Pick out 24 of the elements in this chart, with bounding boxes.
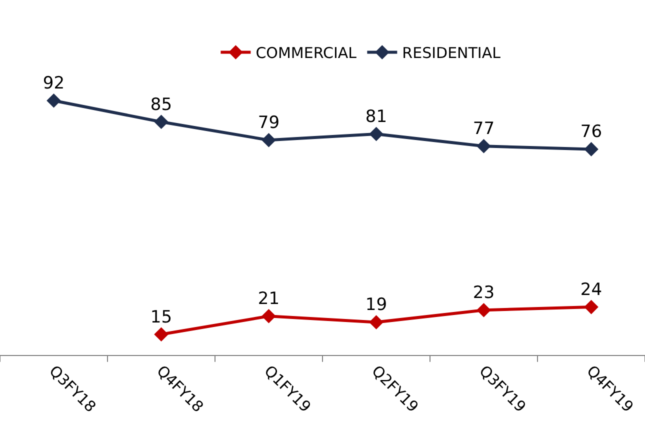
point: [262, 309, 276, 324]
point: [369, 126, 384, 142]
point: [154, 327, 168, 342]
data-label: 77: [472, 119, 495, 140]
data-label: 23: [472, 282, 495, 303]
point: [46, 93, 61, 108]
data-label: 19: [365, 295, 388, 316]
point: [476, 302, 491, 318]
point: [584, 142, 598, 156]
data-label: 76: [580, 122, 602, 142]
legend-label: COMMERCIAL: [256, 44, 358, 62]
point: [584, 300, 598, 314]
data-label: 81: [365, 106, 388, 127]
point: [262, 132, 276, 148]
data-label: 92: [42, 74, 65, 94]
point: [369, 315, 384, 330]
data-label: 79: [258, 112, 280, 133]
point: [154, 114, 168, 130]
legend-label: RESIDENTIAL: [402, 44, 502, 62]
data-label: 21: [258, 289, 280, 310]
data-label: 24: [580, 280, 602, 300]
data-label: 85: [150, 94, 172, 115]
point: [476, 139, 491, 154]
data-label: 15: [150, 307, 172, 328]
